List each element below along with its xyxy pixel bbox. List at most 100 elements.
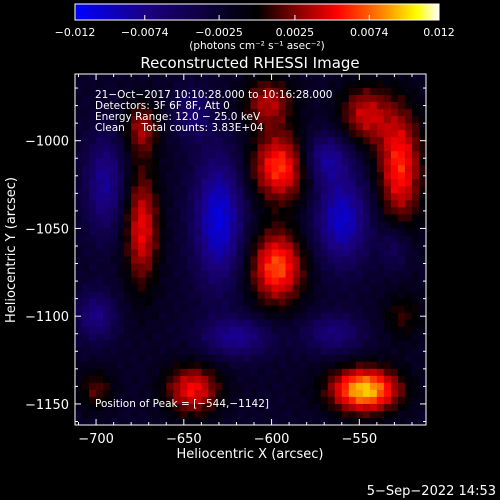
heatmap-cell [271,116,280,124]
heatmap-cell [355,109,364,117]
heatmap-cell [96,305,104,314]
heatmap-cell [334,354,343,363]
heatmap-cell [404,158,413,166]
heatmap-cell [404,277,413,286]
heatmap-cell [124,130,132,138]
heatmap-cell [404,123,413,131]
heatmap-cell [250,333,259,342]
heatmap-cell [75,340,83,349]
heatmap-cell [404,186,413,194]
heatmap-cell [411,165,420,173]
heatmap-cell [341,298,350,307]
heatmap-cell [236,249,245,258]
heatmap-cell [369,88,378,96]
heatmap-cell [320,326,329,335]
heatmap-cell [82,123,90,131]
heatmap-cell [117,193,125,201]
heatmap-cell [278,249,287,258]
heatmap-cell [89,410,97,419]
heatmap-cell [278,109,287,117]
heatmap-cell [96,298,104,307]
heatmap-cell [313,333,322,342]
heatmap-cell [411,81,420,89]
heatmap-cell [250,326,259,335]
heatmap-cell [327,319,336,328]
heatmap-cell [348,249,357,258]
heatmap-cell [103,172,111,180]
heatmap-cell [257,130,266,138]
heatmap-cell [138,242,146,251]
heatmap-cell [397,88,406,96]
heatmap-cell [313,123,322,131]
heatmap-cell [341,123,350,131]
heatmap-cell [418,263,426,272]
heatmap-cell [208,263,216,272]
heatmap-cell [82,186,90,194]
heatmap-cell [208,277,216,286]
heatmap-cell [75,403,83,412]
heatmap-cell [320,284,329,293]
heatmap-cell [397,130,406,138]
heatmap-cell [152,256,160,265]
heatmap-cell [404,361,413,370]
heatmap-cell [152,333,160,342]
heatmap-cell [194,109,202,117]
heatmap-cell [117,242,125,251]
heatmap-cell [96,263,104,272]
heatmap-cell [264,179,273,187]
heatmap-cell [257,207,266,215]
heatmap-cell [383,123,392,131]
heatmap-cell [334,88,343,96]
heatmap-cell [145,88,153,96]
heatmap-cell [82,109,90,117]
heatmap-cell [411,116,420,124]
heatmap-cell [110,368,118,377]
heatmap-cell [299,200,308,208]
heatmap-cell [229,186,238,194]
heatmap-cell [418,116,426,124]
heatmap-cell [124,207,132,215]
heatmap-cell [187,102,195,110]
heatmap-cell [138,151,146,159]
heatmap-cell [201,144,209,152]
heatmap-cell [306,333,315,342]
heatmap-cell [257,249,266,258]
heatmap-cell [75,116,83,124]
heatmap-cell [173,396,181,405]
heatmap-cell [236,375,245,384]
heatmap-cell [292,242,301,251]
heatmap-cell [82,214,90,223]
heatmap-cell [243,354,252,363]
heatmap-cell [145,74,153,82]
heatmap-cell [355,151,364,159]
heatmap-cell [215,340,224,349]
heatmap-cell [159,88,167,96]
heatmap-cell [383,172,392,180]
heatmap-cell [285,305,294,314]
heatmap-cell [145,109,153,117]
heatmap-cell [362,95,371,103]
heatmap-cell [418,123,426,131]
heatmap-cell [327,151,336,159]
heatmap-cell [390,333,399,342]
heatmap-cell [96,256,104,265]
heatmap-cell [299,305,308,314]
heatmap-cell [334,81,343,89]
heatmap-cell [292,109,301,117]
heatmap-cell [145,284,153,293]
heatmap-cell [180,347,188,356]
heatmap-cell [313,361,322,370]
heatmap-cell [131,144,139,152]
heatmap-cell [180,403,188,412]
heatmap-cell [124,298,132,307]
heatmap-cell [313,130,322,138]
heatmap-cell [327,277,336,286]
heatmap-cell [257,263,266,272]
heatmap-cell [376,214,385,223]
heatmap-cell [404,88,413,96]
heatmap-cell [320,95,329,103]
heatmap-cell [166,165,174,173]
heatmap-cell [159,249,167,258]
heatmap-cell [243,284,252,293]
heatmap-cell [236,326,245,335]
